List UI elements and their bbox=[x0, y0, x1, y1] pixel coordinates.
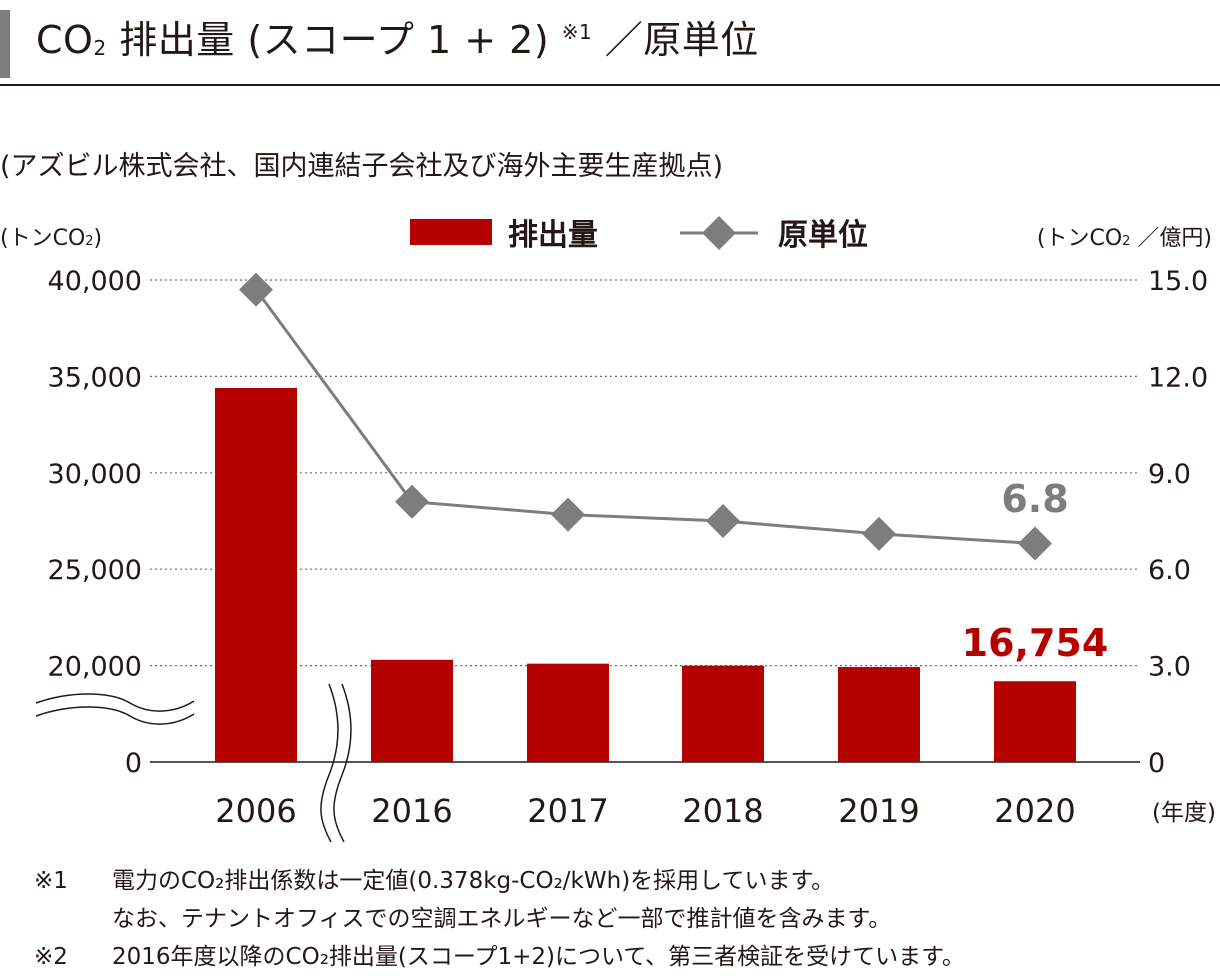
x-tick-label: 2017 bbox=[527, 792, 608, 830]
footnote-mark: ※1 bbox=[34, 868, 68, 894]
bar-2016 bbox=[371, 659, 453, 762]
legend-line-label: 原単位 bbox=[778, 218, 868, 253]
page-title: CO2 排出量 (スコープ 1 + 2) ※1 ／原単位 bbox=[36, 18, 759, 62]
line-marker-2006 bbox=[239, 272, 273, 307]
x-axis-unit: (年度) bbox=[1152, 800, 1216, 826]
line-marker-2018 bbox=[706, 504, 740, 538]
left-tick-label: 35,000 bbox=[48, 362, 142, 393]
right-tick-label: 15.0 bbox=[1148, 266, 1208, 297]
left-axis-unit: (トンCO2) bbox=[0, 226, 103, 251]
line-data-label: 6.8 bbox=[1001, 477, 1068, 521]
x-tick-label: 2006 bbox=[215, 792, 296, 830]
left-tick-label: 25,000 bbox=[48, 555, 142, 586]
bar-2020 bbox=[994, 681, 1076, 762]
title-bar: CO2 排出量 (スコープ 1 + 2) ※1 ／原単位 bbox=[0, 0, 1220, 86]
bar-2018 bbox=[682, 665, 764, 762]
legend-bar-label: 排出量 bbox=[508, 218, 598, 253]
x-tick-label: 2016 bbox=[371, 792, 452, 830]
legend-bar-swatch bbox=[410, 219, 492, 245]
line-marker-2020 bbox=[1018, 526, 1052, 561]
right-tick-label: 9.0 bbox=[1148, 459, 1191, 490]
x-axis-break-mark bbox=[320, 683, 339, 843]
line-marker-2019 bbox=[862, 516, 896, 551]
line-series-path bbox=[254, 288, 1036, 545]
y-axis-break-mark bbox=[35, 693, 195, 712]
bar-2019 bbox=[838, 667, 920, 762]
bar-data-label: 16,754 bbox=[962, 621, 1109, 665]
x-tick-label: 2018 bbox=[682, 792, 763, 830]
footnote-text: なお、テナントオフィスでの空調エネルギーなど一部で推計値を含みます。 bbox=[112, 906, 892, 932]
left-tick-label: 20,000 bbox=[48, 652, 142, 683]
line-marker-2016 bbox=[395, 484, 429, 519]
right-tick-label: 0 bbox=[1148, 748, 1165, 779]
right-tick-label: 6.0 bbox=[1148, 555, 1191, 586]
bar-2006 bbox=[215, 387, 297, 762]
x-tick-label: 2020 bbox=[994, 792, 1075, 830]
chart-subtitle: (アズビル株式会社、国内連結子会社及び海外主要生産拠点) bbox=[0, 151, 724, 182]
left-tick-label: 40,000 bbox=[48, 266, 142, 297]
right-tick-label: 12.0 bbox=[1148, 362, 1208, 393]
line-marker-2017 bbox=[551, 497, 585, 532]
footnote-mark: ※2 bbox=[34, 944, 68, 970]
right-tick-label: 3.0 bbox=[1148, 652, 1191, 683]
x-tick-label: 2019 bbox=[838, 792, 919, 830]
footnote-text: 電力のCO₂排出係数は一定値(0.378kg-CO₂/kWh)を採用しています。 bbox=[112, 868, 835, 894]
left-tick-label: 30,000 bbox=[48, 459, 142, 490]
right-axis-unit: (トンCO2 ／億円) bbox=[1036, 226, 1212, 251]
bar-2017 bbox=[527, 663, 609, 762]
left-tick-label: 0 bbox=[125, 748, 142, 779]
y-axis-break-mark bbox=[35, 706, 195, 725]
x-axis-break-mark bbox=[333, 683, 352, 843]
footnote-text: 2016年度以降のCO₂排出量(スコープ1+2)について、第三者検証を受けていま… bbox=[112, 944, 965, 970]
legend-line-marker bbox=[702, 216, 736, 250]
title-accent-bar bbox=[0, 10, 10, 78]
